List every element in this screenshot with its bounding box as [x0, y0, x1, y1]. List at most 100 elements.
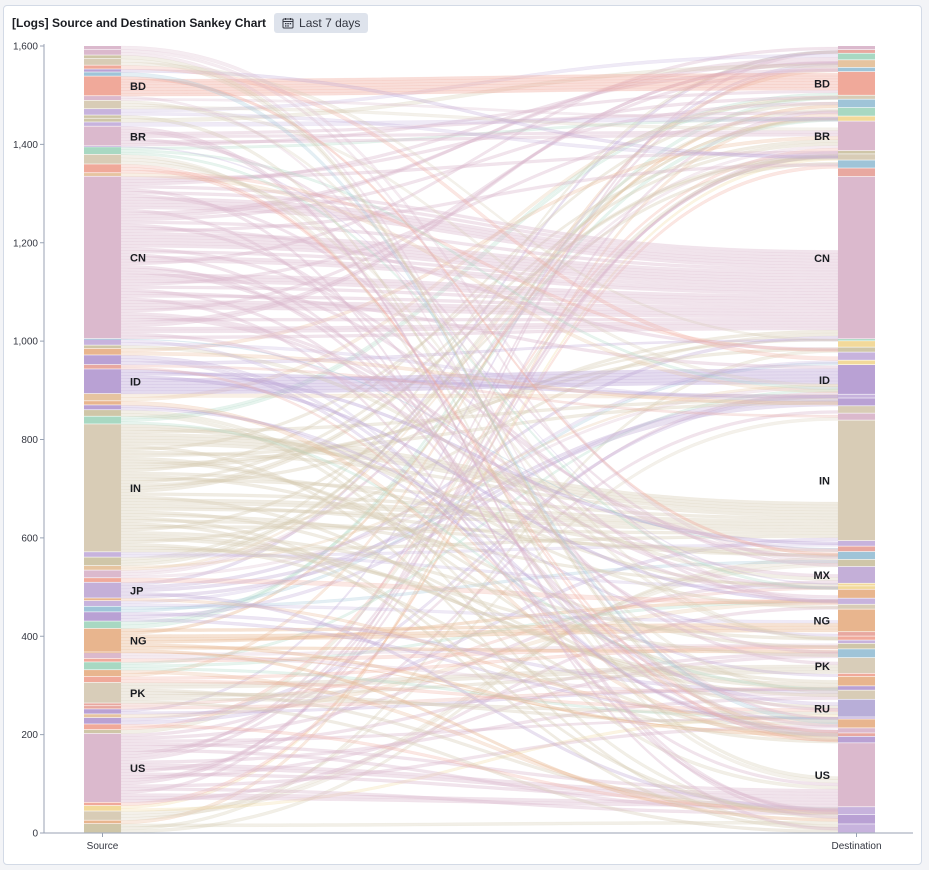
node-minor: [84, 410, 121, 416]
node-minor: [838, 360, 875, 365]
node-minor: [838, 413, 875, 420]
node-minor: [838, 733, 875, 737]
node-minor: [84, 823, 121, 833]
node-label: NG: [814, 616, 831, 628]
node-minor: [84, 676, 121, 683]
node-minor: [84, 118, 121, 122]
node-minor: [84, 122, 121, 126]
node-minor: [84, 146, 121, 147]
node-label: US: [815, 770, 830, 782]
node-minor: [84, 338, 121, 340]
node-id: [838, 365, 875, 394]
column-label: Destination: [831, 841, 881, 852]
node-minor: [84, 565, 121, 570]
node-minor: [838, 67, 875, 72]
node-minor: [838, 150, 875, 154]
node-minor: [838, 352, 875, 360]
node-minor: [838, 598, 875, 604]
node-minor: [84, 115, 121, 118]
node-minor: [838, 604, 875, 609]
node-id: [84, 369, 121, 394]
node-minor: [84, 811, 121, 820]
node-label: ID: [130, 377, 141, 389]
node-minor: [838, 347, 875, 352]
node-minor: [838, 107, 875, 116]
node-in: [84, 424, 121, 552]
node-minor: [84, 58, 121, 65]
y-tick-label: 1,400: [13, 140, 38, 151]
node-minor: [838, 814, 875, 824]
node-minor: [84, 416, 121, 424]
node-minor: [838, 394, 875, 398]
node-minor: [838, 736, 875, 743]
node-mx: [838, 566, 875, 583]
calendar-icon: [282, 18, 294, 29]
sankey-link: [120, 667, 839, 720]
node-label: PK: [815, 661, 830, 673]
node-minor: [84, 717, 121, 724]
node-minor: [838, 116, 875, 121]
y-tick-label: 800: [21, 435, 38, 446]
node-label: IN: [819, 476, 830, 488]
node-bd: [84, 76, 121, 96]
node-minor: [84, 652, 121, 654]
node-label: MX: [814, 570, 831, 582]
node-minor: [84, 46, 121, 49]
node-minor: [838, 676, 875, 686]
node-cn: [84, 176, 121, 339]
node-minor: [838, 807, 875, 815]
node-label: CN: [130, 253, 146, 265]
node-label: US: [130, 763, 145, 775]
node-minor: [838, 339, 875, 341]
node-label: JP: [130, 585, 143, 597]
node-minor: [838, 717, 875, 719]
y-tick-label: 0: [32, 829, 38, 840]
node-minor: [84, 55, 121, 59]
node-minor: [84, 557, 121, 566]
node-minor: [838, 341, 875, 347]
node-cn: [838, 176, 875, 339]
node-label: BR: [130, 131, 146, 143]
node-minor: [84, 401, 121, 405]
node-minor: [838, 398, 875, 406]
node-in: [838, 420, 875, 541]
node-label: BD: [814, 79, 830, 91]
node-minor: [838, 99, 875, 108]
node-minor: [84, 147, 121, 155]
y-tick-label: 400: [21, 632, 38, 643]
node-minor: [84, 706, 121, 709]
node-label: BR: [814, 131, 830, 143]
node-minor: [838, 643, 875, 649]
node-us: [838, 743, 875, 807]
node-minor: [838, 546, 875, 552]
y-tick-label: 1,600: [13, 42, 38, 53]
node-minor: [84, 658, 121, 662]
node-minor: [838, 686, 875, 690]
node-minor: [838, 824, 875, 833]
node-minor: [84, 578, 121, 582]
node-minor: [84, 355, 121, 365]
node-minor: [84, 606, 121, 612]
visualization-panel: [Logs] Source and Destination Sankey Cha…: [3, 5, 922, 865]
time-range-badge[interactable]: Last 7 days: [274, 13, 369, 33]
node-minor: [84, 805, 121, 811]
node-ng: [84, 628, 121, 652]
sankey-link: [120, 95, 839, 720]
sankey-link: [120, 52, 839, 720]
node-minor: [84, 348, 121, 355]
node-minor: [84, 339, 121, 345]
node-minor: [84, 820, 121, 824]
node-minor: [84, 703, 121, 706]
node-minor: [838, 690, 875, 699]
node-minor: [84, 729, 121, 734]
panel-title: [Logs] Source and Destination Sankey Cha…: [12, 16, 267, 30]
node-minor: [838, 49, 875, 53]
panel-header: [Logs] Source and Destination Sankey Cha…: [12, 12, 369, 34]
node-minor: [838, 649, 875, 658]
time-range-label: Last 7 days: [299, 16, 361, 30]
node-us: [84, 733, 121, 803]
node-label: BD: [130, 81, 146, 93]
node-minor: [838, 559, 875, 567]
node-label: PK: [130, 688, 145, 700]
